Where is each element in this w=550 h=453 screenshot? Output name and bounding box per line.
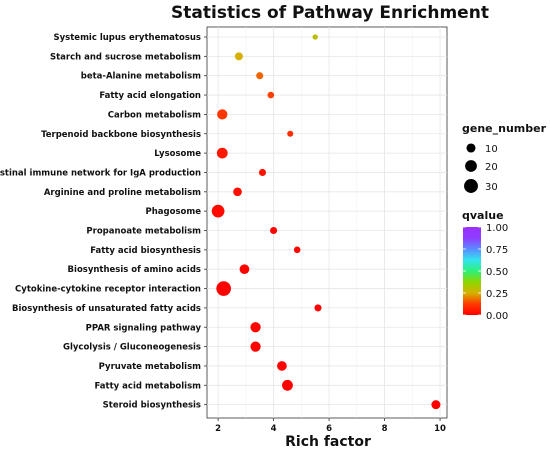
y-tick-label: Systemic lupus erythematosus: [54, 33, 201, 43]
y-tick-label: Cytokine-cytokine receptor interaction: [15, 285, 201, 295]
data-point: [431, 400, 441, 410]
y-tick-label: PPAR signaling pathway: [86, 323, 202, 333]
y-tick-label: Pyruvate metabolism: [99, 362, 201, 372]
color-legend-label: 0.50: [486, 267, 508, 278]
chart-title: Statistics of Pathway Enrichment: [171, 3, 489, 23]
color-legend-title: qvalue: [462, 209, 504, 222]
data-point: [312, 34, 318, 40]
size-legend-dot: [464, 179, 478, 193]
data-point: [211, 204, 225, 218]
x-tick-label: 2: [215, 424, 221, 434]
size-legend-dot: [465, 160, 477, 172]
data-point: [216, 147, 228, 159]
data-point: [314, 304, 322, 312]
data-point: [250, 341, 261, 352]
y-tick-label: Arginine and proline metabolism: [44, 188, 201, 198]
color-legend-label: 1.00: [486, 223, 508, 234]
y-tick-label: beta-Alanine metabolism: [81, 72, 201, 82]
y-axis: Systemic lupus erythematosus Starch and s…: [0, 33, 207, 411]
data-point: [239, 264, 250, 275]
y-tick-label: Carbon metabolism: [108, 110, 201, 120]
data-point: [233, 187, 242, 197]
y-tick-label: Glycolysis / Gluconeogenesis: [63, 343, 201, 353]
y-tick-label: Biosynthesis of amino acids: [68, 265, 201, 275]
y-tick-label: Fatty acid elongation: [99, 91, 201, 101]
y-tick-label: Lysosome: [154, 149, 201, 159]
data-point: [256, 72, 264, 80]
data-point: [293, 246, 301, 254]
size-legend-title: gene_number: [462, 122, 547, 135]
color-legend-label: 0.25: [486, 289, 508, 300]
data-point: [287, 130, 294, 137]
data-point: [216, 281, 231, 296]
x-tick-label: 4: [271, 424, 277, 434]
color-legend-label: 0.75: [486, 245, 508, 256]
plot-panel: [206, 26, 448, 419]
y-tick-label: Biosynthesis of unsaturated fatty acids: [12, 304, 201, 314]
data-point: [258, 168, 267, 176]
y-tick-label: Terpenoid backbone biosynthesis: [41, 130, 201, 140]
qvalue-color-bar: [463, 227, 481, 315]
x-axis: 2 4 6 8 10: [215, 418, 446, 434]
data-points: [211, 34, 441, 410]
y-tick-label: Starch and sucrose metabolism: [50, 52, 201, 62]
data-point: [234, 52, 243, 61]
data-point: [250, 322, 261, 333]
y-tick-label: Phagosome: [146, 207, 202, 217]
y-tick-label: Steroid biosynthesis: [103, 401, 201, 411]
grid-lines: [207, 27, 447, 418]
x-tick-label: 10: [434, 424, 446, 434]
y-tick-label: Fatty acid biosynthesis: [90, 246, 201, 256]
y-tick-label: Intestinal immune network for IgA produc…: [0, 168, 201, 178]
size-legend: gene_number 10 20 30: [462, 122, 547, 193]
data-point: [270, 226, 278, 235]
data-point: [217, 109, 228, 120]
size-legend-label: 20: [485, 162, 498, 173]
data-point: [267, 91, 275, 99]
x-axis-title: Rich factor: [285, 434, 371, 450]
x-tick-label: 6: [326, 424, 332, 434]
size-legend-label: 30: [485, 182, 498, 193]
color-legend-label: 0.00: [486, 311, 508, 322]
x-tick-label: 8: [382, 424, 388, 434]
y-tick-label: Fatty acid metabolism: [95, 381, 202, 391]
color-legend: qvalue 1.00 0.75 0.50 0.25 0.00: [462, 209, 508, 322]
data-point: [282, 379, 293, 391]
size-legend-label: 10: [485, 144, 498, 155]
y-tick-label: Propanoate metabolism: [86, 227, 201, 237]
size-legend-dot: [466, 143, 476, 153]
data-point: [277, 361, 287, 371]
